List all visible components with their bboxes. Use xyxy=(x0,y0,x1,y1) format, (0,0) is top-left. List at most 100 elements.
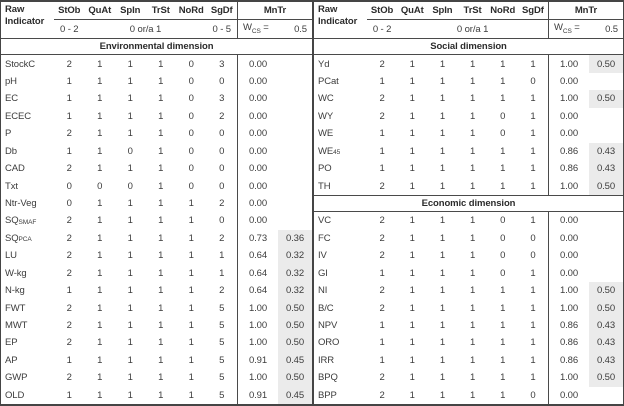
weight-cell: 0.50 xyxy=(588,177,623,195)
panel-header: Raw Indicator StOb QuAt SpIn TrSt NoRd SgDf MnTr… xyxy=(314,2,623,38)
score-cell: 1 xyxy=(439,76,445,88)
indicator-label: WE xyxy=(318,128,334,140)
score-cell: 0 xyxy=(219,145,225,157)
mntr-value-cell: 1.00 xyxy=(547,55,589,73)
score-cell: 1 xyxy=(97,110,103,122)
score-cell: 1 xyxy=(97,232,103,244)
indicator-label: Yd xyxy=(318,58,330,70)
score-cell: 1 xyxy=(379,76,385,88)
table-row: EC 1 1 1 1 0 3 0.00 xyxy=(1,90,312,108)
score-cell: 0 xyxy=(500,232,506,244)
score-cell: 0 xyxy=(530,76,536,88)
indicator-cell: CAD xyxy=(1,160,54,177)
score-cell: 1 xyxy=(500,320,506,332)
score-cell: 0 xyxy=(219,215,225,227)
table-row: N-kg 1 1 1 1 1 2 0.64 0.32 xyxy=(1,282,312,300)
indicator-label: GI xyxy=(318,267,328,279)
indicator-subscript: 45 xyxy=(333,149,341,157)
table-row: SQ PCA 2 1 1 1 1 2 0.73 0.36 xyxy=(1,229,312,248)
column-header-spin: SpIn xyxy=(427,2,458,20)
weight-cell xyxy=(278,73,312,90)
score-cell: 2 xyxy=(66,58,72,70)
score-cell: 1 xyxy=(469,267,476,279)
score-cell: 1 xyxy=(530,145,536,157)
score-cell: 1 xyxy=(97,337,103,349)
score-cell: 3 xyxy=(219,93,225,105)
indicator-label: ORO xyxy=(318,337,340,349)
score-cell: 1 xyxy=(469,93,476,105)
wcs-base: W xyxy=(553,22,563,34)
indicator-cell: SQ SMAF xyxy=(1,212,54,229)
score-cell: 1 xyxy=(97,198,103,210)
mntr-value-cell: 1.00 xyxy=(237,299,278,317)
weight-cell: 0.50 xyxy=(278,316,312,335)
score-cell: 1 xyxy=(127,163,133,175)
table-row: P 2 1 1 1 0 0 0.00 xyxy=(1,125,312,143)
score-cell: 1 xyxy=(158,302,164,314)
mntr-value-cell: 0.00 xyxy=(547,107,589,126)
column-header-sgdf: SgDf xyxy=(517,2,548,20)
mntr-value-cell: 0.00 xyxy=(547,229,589,248)
weight-cell: 0.45 xyxy=(278,351,312,370)
indicator-label: CAD xyxy=(5,163,25,175)
weight-cell: 0.36 xyxy=(278,229,312,248)
score-cell: 1 xyxy=(127,285,133,297)
weight-cell xyxy=(589,387,623,404)
score-cell: 1 xyxy=(530,302,536,314)
wcs-label: WCS = xyxy=(554,22,580,35)
indicator-cell: BPQ xyxy=(314,369,367,386)
mntr-value-cell: 0.00 xyxy=(547,386,589,404)
indicator-cell: W-kg xyxy=(1,265,54,282)
score-cell: 1 xyxy=(97,267,103,279)
score-cell: 2 xyxy=(379,110,385,122)
wcs-equals: = xyxy=(260,22,269,34)
score-cell: 1 xyxy=(127,198,133,210)
score-cell: 1 xyxy=(158,389,164,401)
score-cell: 1 xyxy=(500,337,506,349)
score-cell: 1 xyxy=(158,110,164,122)
score-cell: 5 xyxy=(219,354,225,366)
score-cell: 1 xyxy=(439,215,445,227)
column-header-trst: TrSt xyxy=(145,2,176,20)
score-cell: 2 xyxy=(379,250,385,262)
score-cell: 1 xyxy=(379,163,385,175)
table-row: StockC 2 1 1 1 0 3 0.00 xyxy=(1,55,312,73)
score-cell: 1 xyxy=(439,267,445,279)
score-cell: 1 xyxy=(66,110,72,122)
score-cell: 1 xyxy=(127,93,133,105)
score-cell: 0 xyxy=(188,128,194,140)
indicator-cell: BPP xyxy=(314,387,367,404)
mntr-value-cell: 0.00 xyxy=(237,125,278,143)
score-cell: 1 xyxy=(158,198,164,210)
mntr-value-cell: 0.86 xyxy=(547,316,589,335)
score-cell: 1 xyxy=(158,337,164,349)
score-cell: 2 xyxy=(66,337,72,349)
weight-cell: 0.50 xyxy=(278,369,312,387)
weight-cell xyxy=(278,125,312,142)
indicator-label: FC xyxy=(318,232,331,244)
indicator-label: MWT xyxy=(5,320,28,332)
indicator-label: EP xyxy=(5,337,18,349)
column-header-quat: QuAt xyxy=(397,2,428,20)
panel-body: Environmental dimension StockC 2 1 1 1 0 3 0.00 p… xyxy=(1,38,312,404)
panel-header: Raw Indicator StOb QuAt SpIn TrSt NoRd SgDf MnTr… xyxy=(1,2,312,38)
score-cell: 1 xyxy=(469,232,476,244)
score-cell: 1 xyxy=(500,145,506,157)
indicator-label: ECEC xyxy=(5,110,31,122)
indicator-label: GWP xyxy=(5,372,28,384)
table-row: WE 1 1 1 1 0 1 0.00 xyxy=(314,125,623,143)
score-cell: 0 xyxy=(66,198,72,210)
mntr-value-cell: 0.64 xyxy=(237,264,278,282)
mntr-value-cell: 0.86 xyxy=(547,160,589,178)
weight-cell: 0.32 xyxy=(278,247,312,265)
score-cell: 1 xyxy=(127,372,133,384)
wcs-value: 0.5 xyxy=(605,23,618,35)
score-cell: 1 xyxy=(158,180,164,192)
mntr-value-cell: 0.86 xyxy=(547,334,589,352)
score-cell: 1 xyxy=(127,215,133,227)
score-cell: 1 xyxy=(409,145,415,157)
score-cell: 1 xyxy=(158,267,164,279)
wcs-subscript: CS xyxy=(251,28,261,36)
table-row: Db 1 1 0 1 0 0 0.00 xyxy=(1,142,312,160)
score-cell: 1 xyxy=(469,163,476,175)
